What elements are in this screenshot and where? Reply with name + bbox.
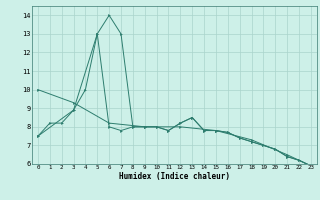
X-axis label: Humidex (Indice chaleur): Humidex (Indice chaleur) [119, 172, 230, 181]
